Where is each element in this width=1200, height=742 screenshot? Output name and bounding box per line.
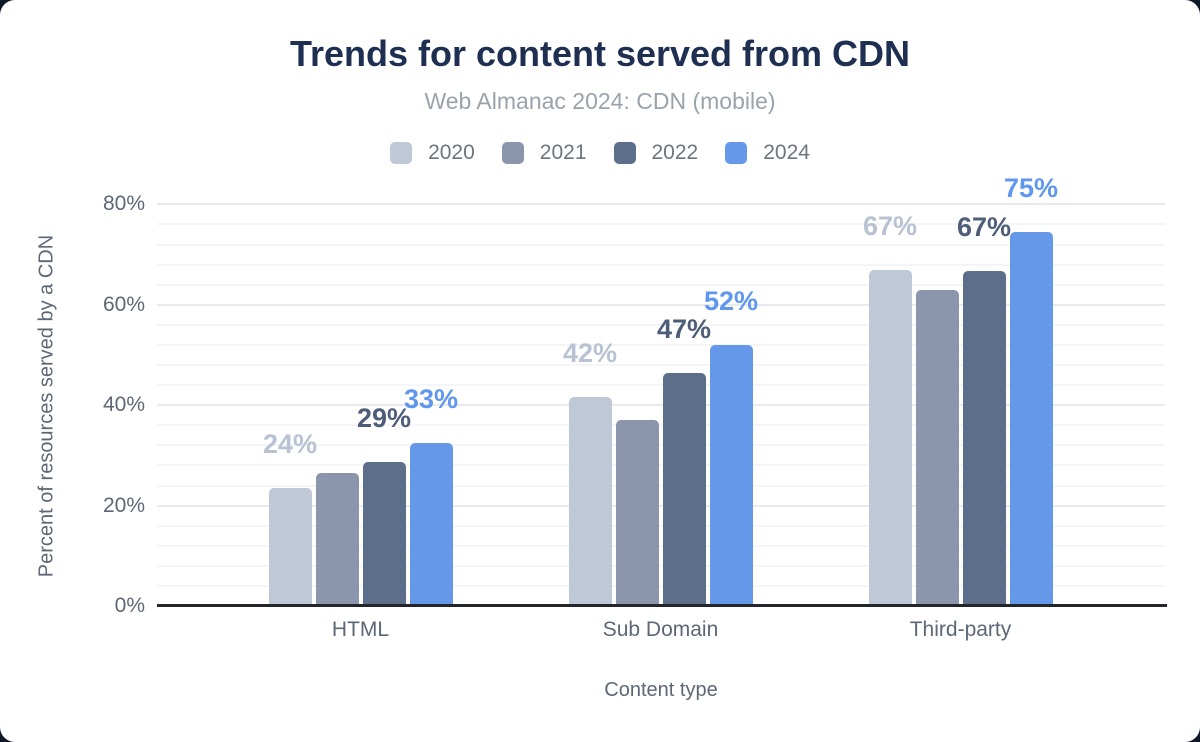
data-label-2020-third-party: 67% xyxy=(862,210,918,241)
category-label-sub-domain: Sub Domain xyxy=(602,618,719,641)
minor-gridline xyxy=(157,384,1165,387)
minor-gridline xyxy=(157,323,1165,326)
bar-2024-html[interactable] xyxy=(409,442,453,606)
bar-2020-sub-domain[interactable] xyxy=(568,396,612,606)
major-gridline xyxy=(157,404,1165,407)
bar-2020-third-party[interactable] xyxy=(868,269,912,606)
data-label-2022-html: 29% xyxy=(356,402,412,433)
legend-item-2022[interactable]: 2022 xyxy=(613,141,699,165)
bar-2021-third-party[interactable] xyxy=(915,289,959,606)
major-gridline xyxy=(157,504,1165,507)
minor-gridline xyxy=(157,524,1165,527)
category-label-third-party: Third-party xyxy=(909,618,1012,641)
bar-2021-sub-domain[interactable] xyxy=(615,420,659,606)
y-tick-label: 40% xyxy=(102,393,145,417)
major-gridline xyxy=(157,203,1165,206)
bar-2024-sub-domain[interactable] xyxy=(709,344,753,606)
legend-label: 2022 xyxy=(651,141,699,164)
minor-gridline xyxy=(157,364,1165,367)
legend-swatch-icon xyxy=(725,142,748,164)
bar-2024-third-party[interactable] xyxy=(1009,232,1053,606)
minor-gridline xyxy=(157,584,1165,587)
data-label-2024-html: 33% xyxy=(403,383,459,414)
y-tick-label: 60% xyxy=(102,292,145,316)
chart-title: Trends for content served from CDN xyxy=(289,33,911,74)
bar-2020-html[interactable] xyxy=(268,488,312,606)
minor-gridline xyxy=(157,444,1165,447)
minor-gridline xyxy=(157,283,1165,286)
legend-label: 2021 xyxy=(539,141,587,164)
legend-item-2020[interactable]: 2020 xyxy=(390,141,475,165)
legend-swatch-icon xyxy=(390,142,413,164)
bar-2021-html[interactable] xyxy=(315,472,359,606)
legend-swatch-icon xyxy=(613,142,636,164)
x-axis-title: Content type xyxy=(604,679,718,701)
minor-gridline xyxy=(157,564,1165,567)
y-tick-label: 80% xyxy=(102,192,145,216)
minor-gridline xyxy=(157,263,1165,266)
y-axis-title: Percent of resources served by a CDN xyxy=(35,234,58,578)
category-label-html: HTML xyxy=(331,618,390,641)
bar-2022-sub-domain[interactable] xyxy=(662,372,706,606)
legend: 2020 2021 2022 2024 xyxy=(0,141,1200,165)
bar-2022-html[interactable] xyxy=(362,461,406,606)
legend-label: 2024 xyxy=(763,141,810,164)
data-label-2020-html: 24% xyxy=(262,429,318,460)
major-gridline xyxy=(157,303,1165,306)
minor-gridline xyxy=(157,223,1165,226)
minor-gridline xyxy=(157,464,1165,467)
minor-gridline xyxy=(157,243,1165,246)
data-label-2022-third-party: 67% xyxy=(956,211,1012,242)
data-label-2024-sub-domain: 52% xyxy=(703,285,759,316)
legend-label: 2020 xyxy=(428,141,475,164)
legend-swatch-icon xyxy=(501,142,524,164)
x-axis-line xyxy=(157,604,1167,607)
minor-gridline xyxy=(157,343,1165,346)
legend-item-2021[interactable]: 2021 xyxy=(501,141,587,165)
chart-subtitle: Web Almanac 2024: CDN (mobile) xyxy=(424,88,776,114)
minor-gridline xyxy=(157,424,1165,427)
minor-gridline xyxy=(157,484,1165,487)
y-tick-label: 0% xyxy=(114,594,145,617)
legend-item-2024[interactable]: 2024 xyxy=(725,141,810,165)
minor-gridline xyxy=(157,544,1165,547)
bar-2022-third-party[interactable] xyxy=(962,270,1006,606)
data-label-2022-sub-domain: 47% xyxy=(656,313,712,344)
y-tick-label: 20% xyxy=(102,493,145,517)
data-label-2020-sub-domain: 42% xyxy=(562,337,618,368)
data-label-2024-third-party: 75% xyxy=(1003,173,1059,204)
